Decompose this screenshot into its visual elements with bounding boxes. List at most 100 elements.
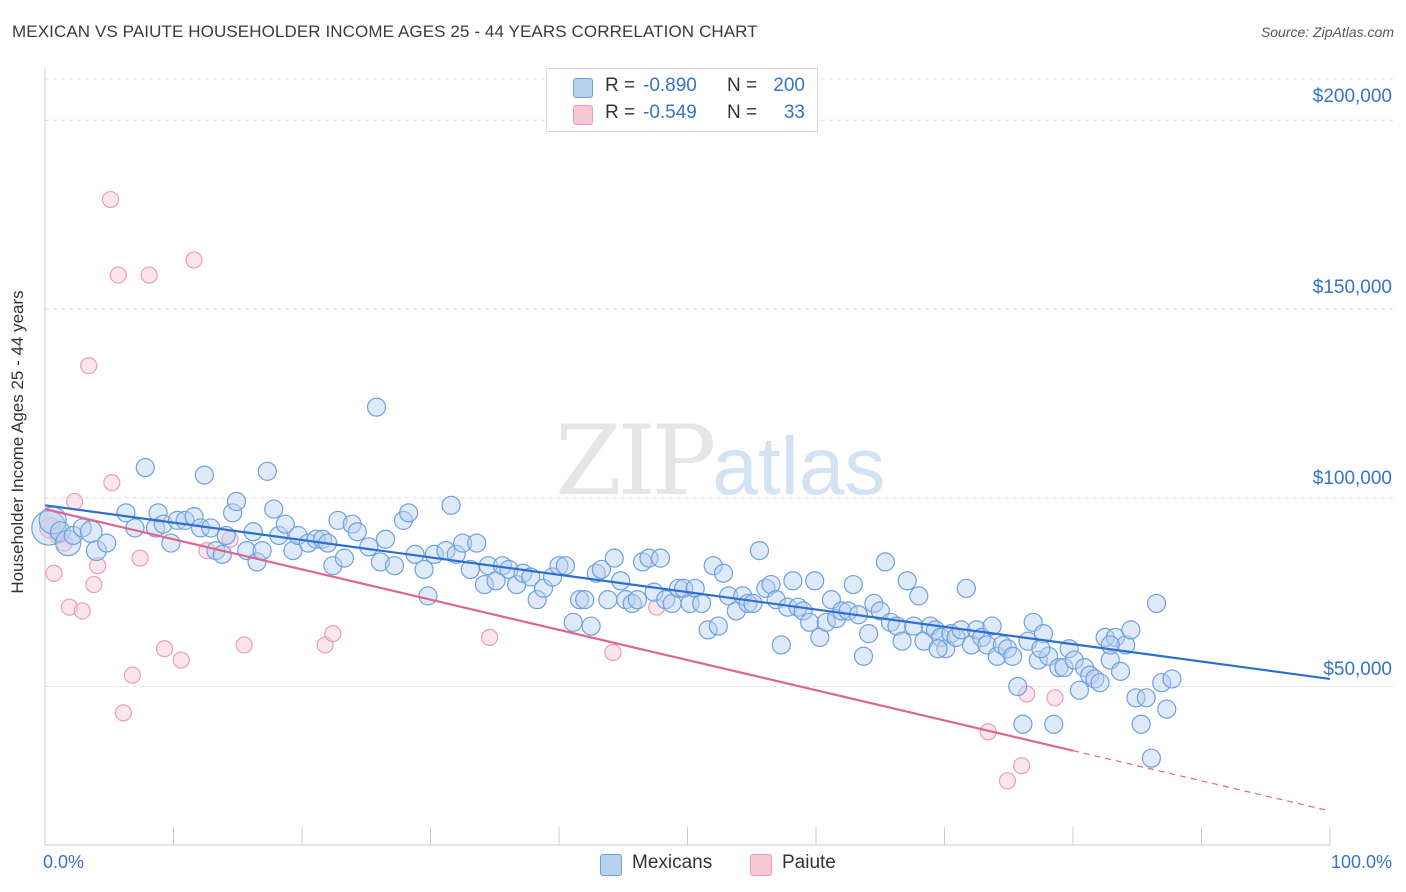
paiute-point (185, 251, 203, 269)
mexicans-point (223, 503, 243, 523)
mexicans-point (418, 586, 438, 606)
mexicans-point (569, 590, 590, 610)
paiute-legend-label: Paiute (782, 852, 836, 873)
mexicans-point (1152, 673, 1172, 693)
mexicans-swatch (573, 78, 593, 98)
paiute-point (1012, 757, 1031, 775)
mexicans-point (460, 559, 480, 580)
paiute-point (85, 575, 103, 594)
mexicans-point (212, 544, 232, 564)
mexicans-point (226, 491, 247, 512)
mexicans-point (961, 635, 982, 655)
chart-title: MEXICAN VS PAIUTE HOUSEHOLDER INCOME AGE… (12, 22, 758, 41)
mexicans-r-value: -0.890 (643, 75, 697, 96)
mexicans-point (598, 590, 618, 610)
paiute-r-value: -0.549 (643, 102, 697, 123)
mexicans-point (892, 631, 912, 651)
paiute-swatch (750, 854, 772, 876)
mexicans-point (97, 533, 117, 553)
paiute-point (73, 602, 91, 620)
paiute-point (65, 492, 84, 511)
mexicans-point (586, 563, 606, 583)
mexicans-point (527, 590, 547, 610)
y-tick-label: $150,000 (1312, 277, 1392, 298)
mexicans-point (698, 620, 718, 640)
r-label: R = (605, 75, 636, 96)
mexicans-point (743, 593, 763, 614)
mexicans-point (864, 593, 884, 614)
mexicans-point (359, 537, 379, 557)
mexicans-point (148, 503, 168, 523)
mexicans-point (441, 495, 461, 515)
mexicans-point (622, 593, 642, 614)
mexicans-point (1131, 714, 1151, 734)
mexicans-point (1085, 669, 1105, 689)
mexicans-point (875, 552, 895, 572)
mexicans-point (252, 540, 272, 561)
mexicans-point (859, 624, 879, 644)
mexicans-point (347, 522, 367, 542)
mexicans-point (897, 571, 917, 591)
n-label: N = (727, 102, 758, 123)
mexicans-point (555, 556, 576, 576)
paiute-point (1046, 689, 1064, 707)
mexicans-point (1044, 714, 1064, 734)
mexicans-points (31, 397, 1182, 768)
mexicans-point (931, 627, 951, 648)
paiute-trend-line (44, 507, 1074, 752)
n-label: N = (727, 75, 758, 96)
mexicans-point (334, 548, 355, 568)
mexicans-point (799, 612, 820, 632)
mexicans-point (1013, 714, 1033, 734)
mexicans-point (581, 616, 601, 636)
mexicans-legend-label: Mexicans (632, 852, 713, 873)
x-tick-max: 100.0% (1330, 852, 1392, 872)
r-label: R = (605, 102, 636, 123)
mexicans-point (591, 559, 612, 580)
paiute-point (604, 643, 622, 662)
mexicans-point (987, 646, 1007, 666)
mexicans-point (771, 635, 791, 655)
mexicans-point (85, 540, 107, 562)
paiute-point (172, 651, 190, 669)
mexicans-point (1090, 673, 1110, 693)
mexicans-point (1031, 639, 1051, 659)
mexicans-point (761, 574, 781, 595)
mexicans-point (49, 521, 71, 543)
axes (44, 68, 1331, 846)
paiute-point (123, 666, 141, 684)
watermark-atlas: atlas (712, 421, 886, 512)
mexicans-point (708, 616, 728, 636)
paiute-point (114, 704, 132, 722)
mexicans-point (366, 397, 387, 417)
mexicans-n-value: 200 (773, 75, 805, 96)
mexicans-point (904, 616, 924, 636)
mexicans-point (1157, 699, 1177, 719)
paiute-point (45, 564, 63, 582)
paiute-points (39, 190, 1064, 790)
mexicans-point (1028, 650, 1048, 670)
y-tick-label: $100,000 (1312, 468, 1392, 489)
mexicans-point (982, 616, 1002, 636)
mexicans-point (1064, 650, 1084, 670)
mexicans-point (1033, 624, 1054, 644)
mexicans-point (692, 593, 712, 614)
y-axis-title: Householder Income Ages 25 - 44 years (8, 290, 27, 594)
mexicans-point (783, 571, 803, 591)
mexicans-point (323, 556, 343, 576)
mexicans-point (467, 533, 487, 553)
mexicans-point (283, 540, 303, 561)
y-axis-title-wrap: Householder Income Ages 25 - 44 years (8, 290, 28, 606)
mexicans-point (843, 574, 863, 595)
mexicans-point (264, 499, 284, 519)
mexicans-point (1100, 635, 1120, 655)
mexicans-point (956, 578, 976, 598)
mexicans-point (375, 529, 396, 549)
paiute-point (109, 266, 127, 284)
mexicans-point (1049, 657, 1069, 678)
mexicans-point (680, 593, 700, 614)
mexicans-point (328, 510, 348, 530)
source-label: Source: ZipAtlas.com (1260, 24, 1394, 40)
mexicans-point (563, 612, 583, 632)
mexicans-point (135, 457, 155, 478)
